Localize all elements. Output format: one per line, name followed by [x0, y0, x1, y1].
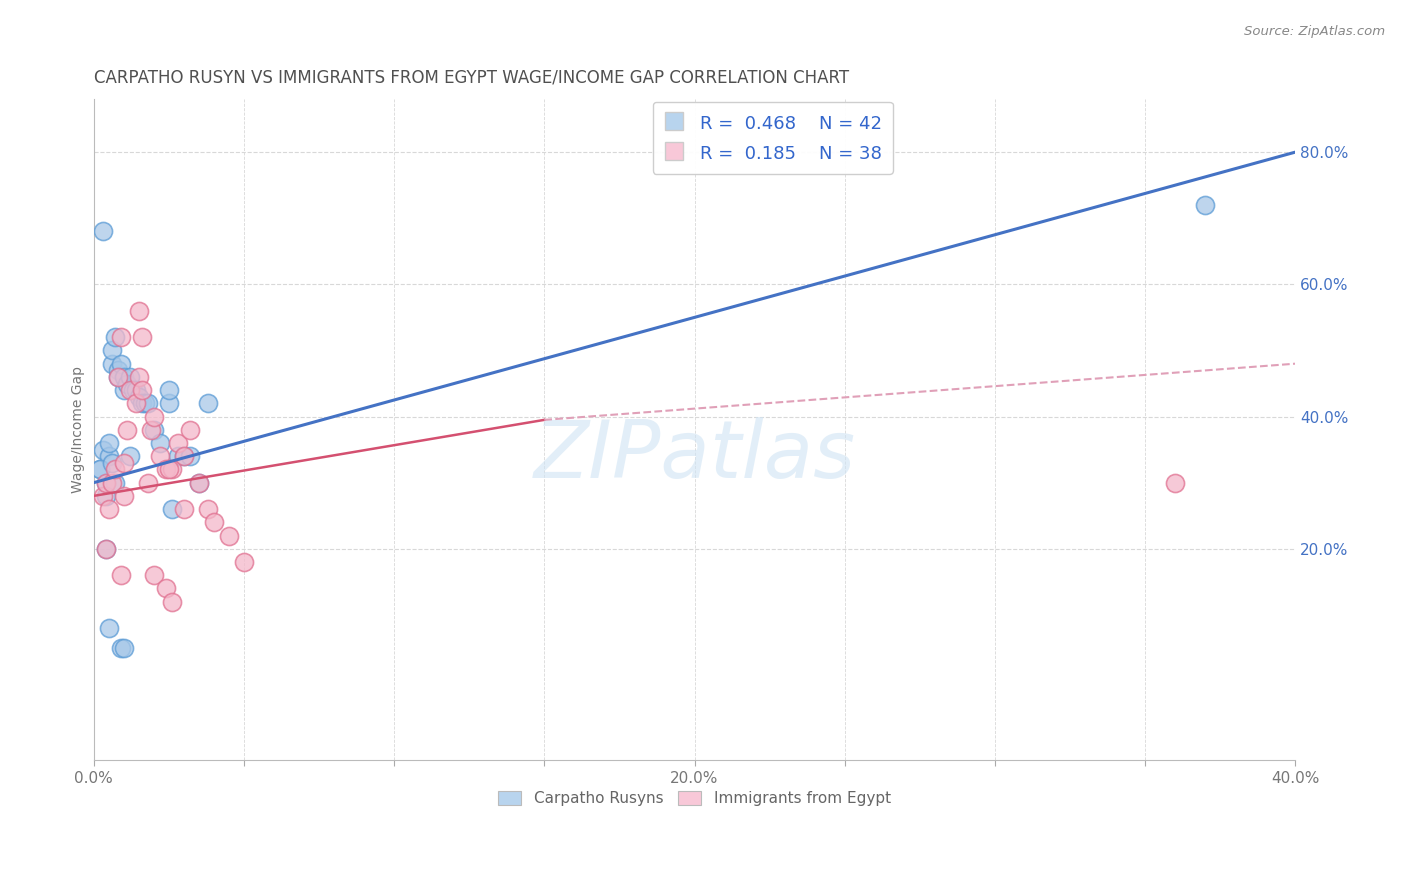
- Point: [179, 449, 201, 463]
- Point: [134, 396, 156, 410]
- Point: [232, 555, 254, 569]
- Point: [155, 462, 177, 476]
- Point: [131, 383, 153, 397]
- Point: [149, 449, 172, 463]
- Point: [115, 423, 138, 437]
- Point: [128, 390, 150, 404]
- Point: [139, 423, 162, 437]
- Point: [97, 502, 120, 516]
- Point: [166, 436, 188, 450]
- Point: [173, 449, 195, 463]
- Point: [97, 436, 120, 450]
- Text: Source: ZipAtlas.com: Source: ZipAtlas.com: [1244, 25, 1385, 38]
- Point: [142, 423, 165, 437]
- Point: [160, 595, 183, 609]
- Point: [124, 383, 146, 397]
- Point: [100, 475, 122, 490]
- Point: [94, 541, 117, 556]
- Point: [110, 640, 132, 655]
- Point: [197, 502, 219, 516]
- Point: [121, 383, 143, 397]
- Point: [128, 303, 150, 318]
- Point: [91, 442, 114, 457]
- Text: ZIPatlas: ZIPatlas: [533, 417, 856, 495]
- Point: [131, 330, 153, 344]
- Point: [112, 640, 135, 655]
- Point: [128, 370, 150, 384]
- Point: [1164, 475, 1187, 490]
- Point: [91, 489, 114, 503]
- Point: [110, 357, 132, 371]
- Point: [202, 516, 225, 530]
- Point: [89, 462, 111, 476]
- Point: [173, 502, 195, 516]
- Text: CARPATHO RUSYN VS IMMIGRANTS FROM EGYPT WAGE/INCOME GAP CORRELATION CHART: CARPATHO RUSYN VS IMMIGRANTS FROM EGYPT …: [94, 69, 849, 87]
- Point: [187, 475, 209, 490]
- Point: [89, 462, 111, 476]
- Point: [100, 343, 122, 358]
- Y-axis label: Wage/Income Gap: Wage/Income Gap: [72, 367, 86, 493]
- Point: [160, 502, 183, 516]
- Point: [131, 396, 153, 410]
- Point: [100, 456, 122, 470]
- Point: [94, 475, 117, 490]
- Point: [142, 409, 165, 424]
- Point: [110, 568, 132, 582]
- Point: [104, 475, 127, 490]
- Point: [94, 475, 117, 490]
- Point: [104, 462, 127, 476]
- Point: [1194, 198, 1216, 212]
- Point: [112, 370, 135, 384]
- Point: [136, 396, 159, 410]
- Point: [157, 396, 180, 410]
- Point: [157, 383, 180, 397]
- Point: [124, 396, 146, 410]
- Legend: Carpatho Rusyns, Immigrants from Egypt: Carpatho Rusyns, Immigrants from Egypt: [492, 785, 897, 813]
- Point: [107, 370, 129, 384]
- Point: [179, 423, 201, 437]
- Point: [97, 621, 120, 635]
- Point: [112, 489, 135, 503]
- Point: [97, 449, 120, 463]
- Point: [91, 224, 114, 238]
- Point: [104, 330, 127, 344]
- Point: [157, 462, 180, 476]
- Point: [112, 383, 135, 397]
- Point: [173, 449, 195, 463]
- Point: [112, 456, 135, 470]
- Point: [100, 357, 122, 371]
- Point: [118, 370, 141, 384]
- Point: [149, 436, 172, 450]
- Point: [155, 582, 177, 596]
- Point: [94, 541, 117, 556]
- Point: [107, 370, 129, 384]
- Point: [107, 363, 129, 377]
- Point: [118, 449, 141, 463]
- Point: [160, 462, 183, 476]
- Point: [197, 396, 219, 410]
- Point: [142, 568, 165, 582]
- Point: [94, 489, 117, 503]
- Point: [136, 475, 159, 490]
- Point: [118, 383, 141, 397]
- Point: [115, 376, 138, 391]
- Point: [218, 528, 240, 542]
- Point: [187, 475, 209, 490]
- Point: [166, 449, 188, 463]
- Point: [110, 330, 132, 344]
